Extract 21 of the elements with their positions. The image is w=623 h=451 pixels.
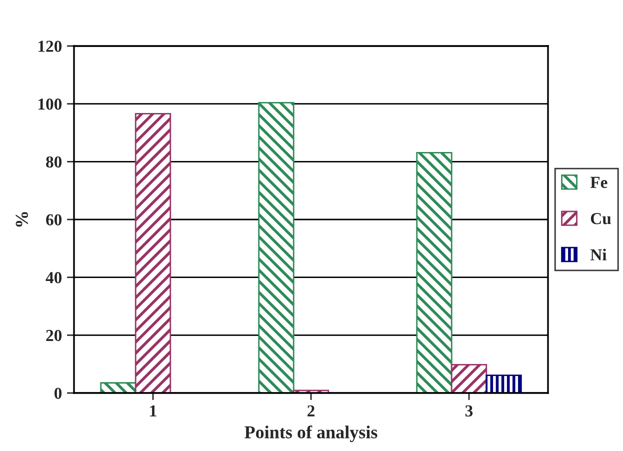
bar [134,112,172,393]
bar [416,152,452,393]
x-tick-label: 1 [150,405,156,416]
y-tick-label: 60 [46,214,62,226]
bar [450,364,488,393]
y-tick-label: 120 [38,40,62,52]
legend-label: Ni [590,248,607,260]
y-tick-label: 20 [46,330,62,342]
y-tick-label: 40 [46,272,62,284]
bar [486,374,522,393]
x-tick-label: 2 [308,405,314,416]
x-tick-label: 3 [465,405,473,417]
legend-label: Fe [590,176,608,188]
y-axis-title: % [16,212,28,227]
legend-label: Cu [590,213,611,224]
x-axis-title: Points of analysis [244,425,378,442]
bar [258,102,294,393]
y-tick-label: 100 [38,98,62,110]
y-tick-label: 80 [46,156,62,168]
bar [100,382,136,393]
y-tick-label: 0 [54,388,62,399]
